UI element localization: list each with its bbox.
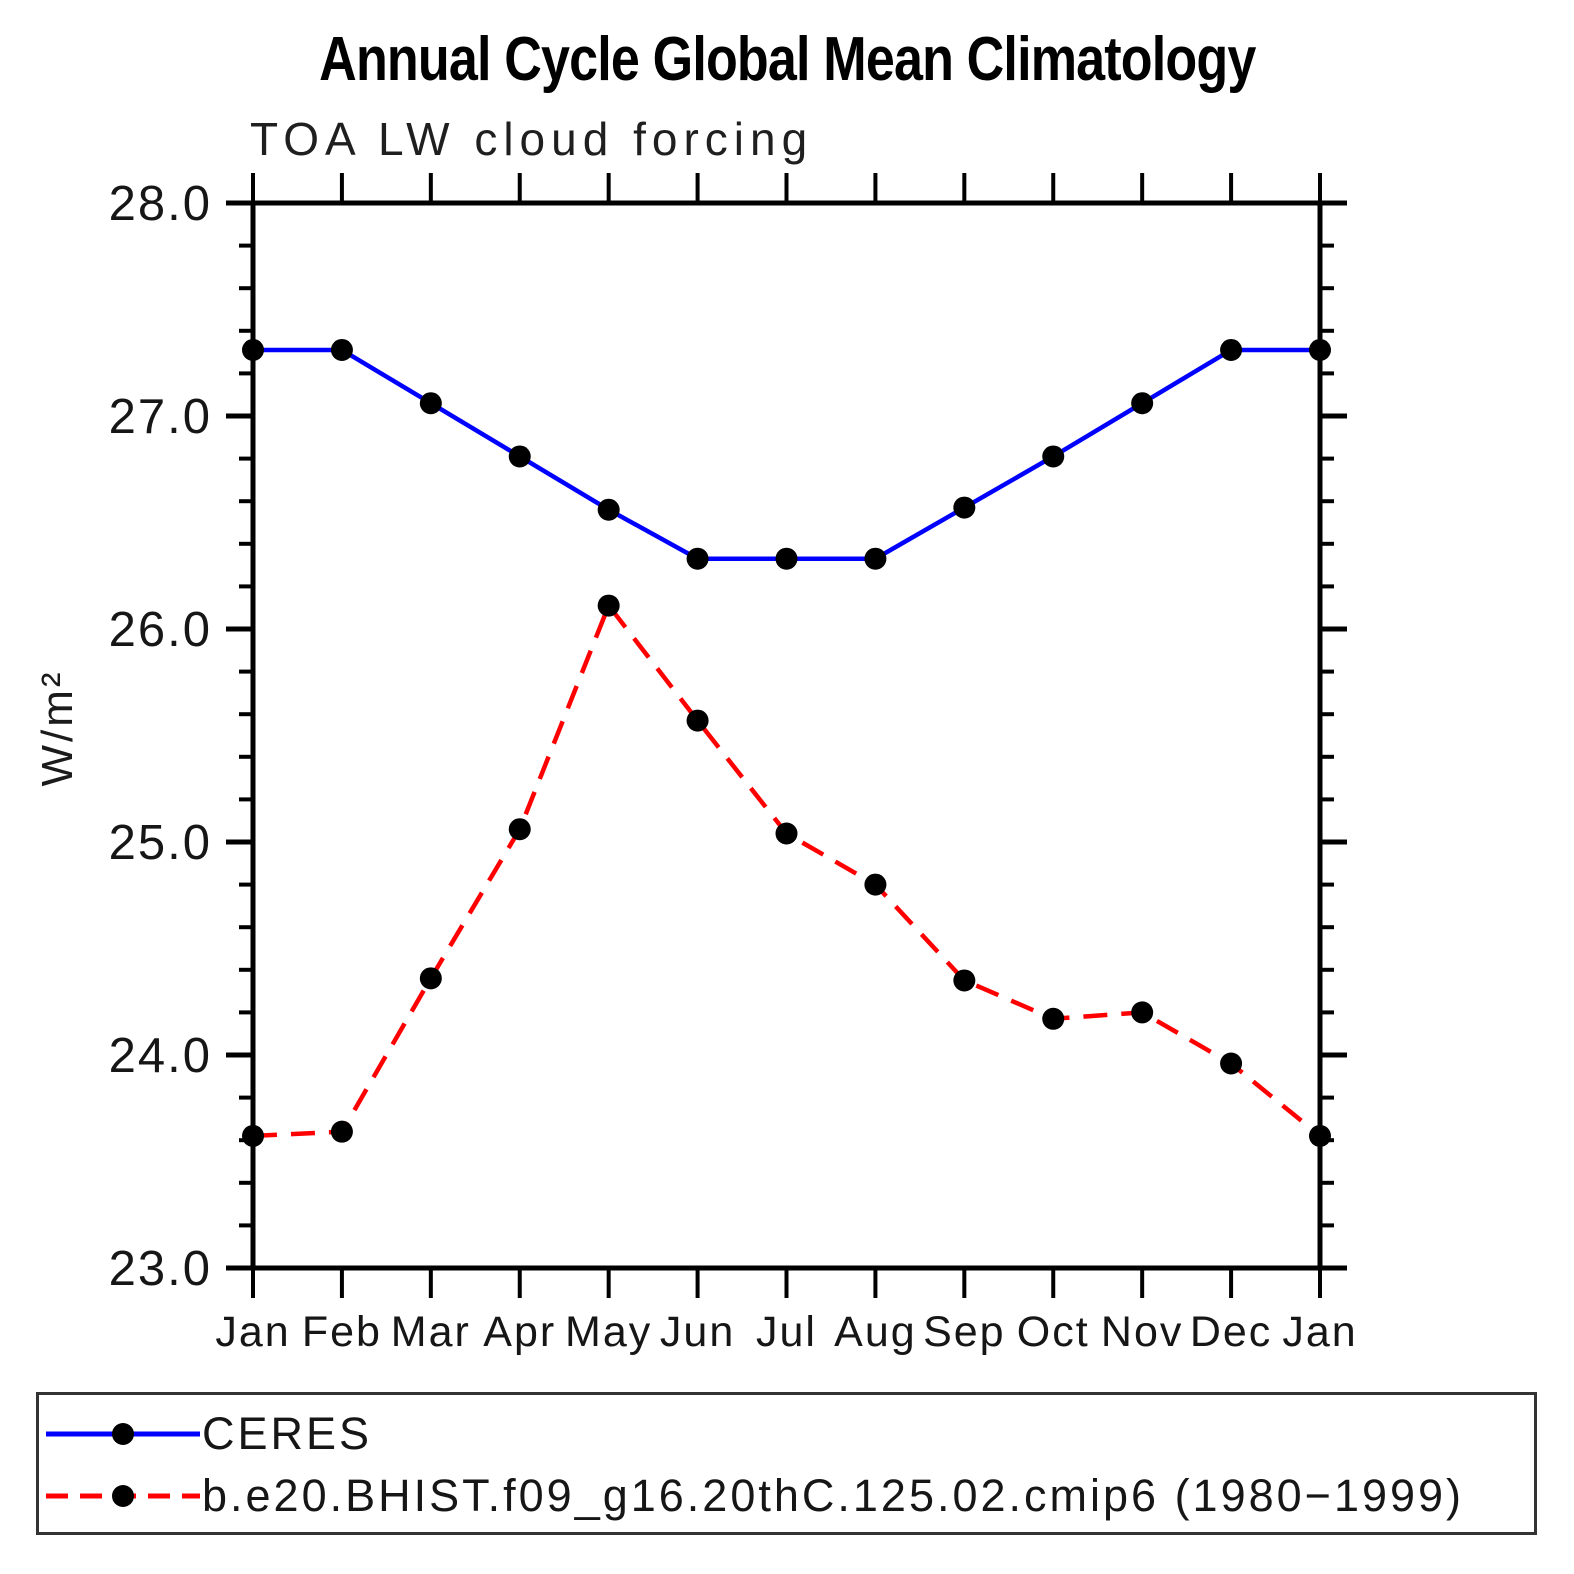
- data-point-marker: [419, 967, 442, 990]
- data-point-marker: [1042, 1007, 1065, 1030]
- x-tick-label: Jan: [215, 1308, 290, 1356]
- legend-label: b.e20.BHIST.f09_g16.20thC.125.02.cmip6 (…: [202, 1470, 1465, 1521]
- data-point-marker: [1131, 1001, 1154, 1024]
- data-point-marker: [242, 338, 264, 361]
- data-point-marker: [1309, 338, 1331, 361]
- data-point-marker: [686, 547, 709, 570]
- x-tick-label: Aug: [834, 1308, 917, 1356]
- legend-marker-dot: [112, 1423, 134, 1445]
- data-point-marker: [1131, 392, 1154, 415]
- y-tick-label: 26.0: [109, 603, 212, 657]
- data-point-marker: [419, 392, 442, 415]
- y-tick-label: 25.0: [109, 816, 212, 870]
- data-point-marker: [330, 1120, 353, 1143]
- y-tick-label: 24.0: [109, 1029, 212, 1083]
- data-point-marker: [775, 547, 798, 570]
- chart-title: Annual Cycle Global Mean Climatology: [318, 25, 1256, 94]
- x-tick-label: Jul: [756, 1308, 817, 1356]
- x-tick-label: Feb: [302, 1308, 382, 1356]
- x-tick-label: Jun: [660, 1308, 735, 1356]
- x-tick-label: Apr: [483, 1308, 556, 1356]
- legend-box: CERES b.e20.BHIST.f09_g16.20thC.125.02.c…: [36, 1392, 1537, 1535]
- legend-sample-solid-line: [46, 1423, 200, 1445]
- data-point-marker: [864, 873, 887, 896]
- legend-sample-dashed-line: [46, 1485, 200, 1507]
- x-tick-label: Oct: [1017, 1308, 1090, 1356]
- data-point-marker: [1309, 1124, 1331, 1147]
- data-point-marker: [864, 547, 887, 570]
- data-point-marker: [242, 1124, 264, 1147]
- data-point-marker: [508, 445, 531, 468]
- legend-entry-model: b.e20.BHIST.f09_g16.20thC.125.02.cmip6 (…: [44, 1470, 1465, 1521]
- data-point-marker: [775, 822, 798, 845]
- plot-frame: [250, 200, 1323, 1271]
- chart-subtitle: TOA LW cloud forcing: [250, 113, 814, 165]
- x-tick-label: Mar: [391, 1308, 471, 1356]
- legend-entry-ceres: CERES: [44, 1408, 373, 1459]
- y-tick-label: 28.0: [109, 177, 212, 231]
- x-tick-label: May: [565, 1308, 652, 1356]
- y-tick-label: 23.0: [109, 1242, 212, 1296]
- data-point-marker: [597, 498, 620, 521]
- data-point-marker: [953, 969, 976, 992]
- series-line-0: [253, 347, 1320, 561]
- data-point-marker: [1042, 445, 1065, 468]
- data-point-marker: [597, 594, 620, 617]
- x-tick-label: Sep: [923, 1308, 1006, 1356]
- data-point-marker: [1220, 338, 1243, 361]
- data-point-marker: [330, 338, 353, 361]
- x-tick-label: Nov: [1101, 1308, 1183, 1356]
- y-tick-label: 27.0: [109, 390, 212, 444]
- data-point-marker: [686, 709, 709, 732]
- data-point-marker: [508, 818, 531, 841]
- legend-label: CERES: [202, 1408, 373, 1459]
- legend-marker-dot: [112, 1485, 134, 1507]
- data-point-marker: [953, 496, 976, 519]
- x-tick-label: Dec: [1190, 1308, 1272, 1356]
- x-tick-label: Jan: [1282, 1308, 1357, 1356]
- series-line-1: [252, 601, 1322, 1139]
- data-point-marker: [1220, 1052, 1243, 1075]
